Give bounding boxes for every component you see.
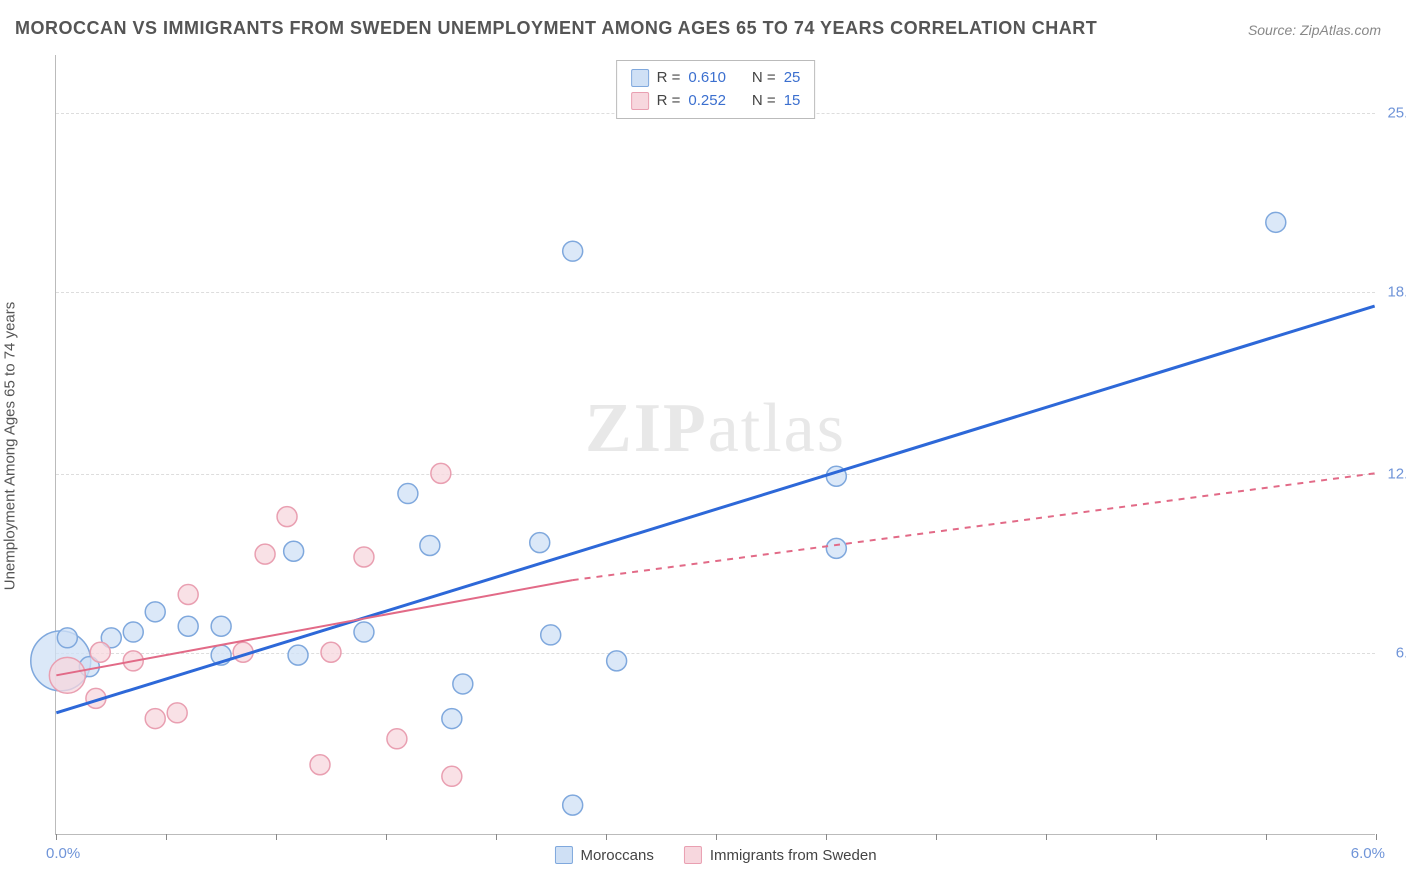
stats-legend-row: R = 0.252 N = 15 xyxy=(631,90,801,113)
stat-r-value: 0.610 xyxy=(688,67,726,90)
legend-swatch xyxy=(631,92,649,110)
x-tick-mark xyxy=(716,834,717,840)
data-point xyxy=(453,674,473,694)
data-point xyxy=(145,602,165,622)
data-point xyxy=(57,628,77,648)
x-axis-max-label: 6.0% xyxy=(1351,845,1385,862)
data-point xyxy=(541,625,561,645)
x-tick-mark xyxy=(1376,834,1377,840)
data-point xyxy=(321,642,341,662)
stat-n-value: 15 xyxy=(784,90,801,113)
series-name: Moroccans xyxy=(580,847,653,864)
x-tick-mark xyxy=(826,834,827,840)
x-axis-min-label: 0.0% xyxy=(46,845,80,862)
legend-swatch xyxy=(554,846,572,864)
stat-r-value: 0.252 xyxy=(688,90,726,113)
scatter-svg xyxy=(56,55,1375,834)
y-tick-label: 12.5% xyxy=(1387,465,1406,482)
y-tick-label: 6.3% xyxy=(1396,645,1406,662)
series-legend-item: Moroccans xyxy=(554,846,653,864)
series-legend-item: Immigrants from Sweden xyxy=(684,846,877,864)
data-point xyxy=(387,729,407,749)
x-tick-mark xyxy=(56,834,57,840)
stat-r-label: R = xyxy=(657,67,681,90)
stats-legend-row: R = 0.610 N = 25 xyxy=(631,67,801,90)
stat-n-value: 25 xyxy=(784,67,801,90)
data-point xyxy=(255,544,275,564)
source-attribution: Source: ZipAtlas.com xyxy=(1248,22,1381,38)
legend-swatch xyxy=(631,69,649,87)
x-tick-mark xyxy=(1046,834,1047,840)
x-tick-mark xyxy=(496,834,497,840)
data-point xyxy=(284,541,304,561)
series-name: Immigrants from Sweden xyxy=(710,847,877,864)
stat-n-label: N = xyxy=(752,90,776,113)
data-point xyxy=(431,463,451,483)
regression-line xyxy=(56,306,1374,713)
data-point xyxy=(563,241,583,261)
series-legend: Moroccans Immigrants from Sweden xyxy=(554,846,876,864)
x-tick-mark xyxy=(936,834,937,840)
y-tick-label: 25.0% xyxy=(1387,104,1406,121)
x-tick-mark xyxy=(1266,834,1267,840)
data-point xyxy=(530,533,550,553)
data-point xyxy=(167,703,187,723)
data-point xyxy=(178,616,198,636)
stats-legend: R = 0.610 N = 25 R = 0.252 N = 15 xyxy=(616,60,816,119)
data-point xyxy=(178,585,198,605)
data-point xyxy=(442,709,462,729)
data-point xyxy=(277,507,297,527)
data-point xyxy=(145,709,165,729)
stat-n-label: N = xyxy=(752,67,776,90)
data-point xyxy=(211,616,231,636)
data-point xyxy=(607,651,627,671)
data-point xyxy=(288,645,308,665)
x-tick-mark xyxy=(166,834,167,840)
x-tick-mark xyxy=(1156,834,1157,840)
chart-plot-area: ZIPatlas 6.3%12.5%18.8%25.0% R =0.610N =… xyxy=(55,55,1375,835)
data-point xyxy=(1266,212,1286,232)
data-point xyxy=(123,622,143,642)
y-axis-label: Unemployment Among Ages 65 to 74 years xyxy=(2,302,19,591)
data-point xyxy=(49,657,85,693)
data-point xyxy=(398,484,418,504)
data-point xyxy=(442,766,462,786)
chart-title: MOROCCAN VS IMMIGRANTS FROM SWEDEN UNEMP… xyxy=(15,18,1097,39)
data-point xyxy=(826,538,846,558)
y-tick-label: 18.8% xyxy=(1387,283,1406,300)
legend-swatch xyxy=(684,846,702,864)
x-tick-mark xyxy=(386,834,387,840)
data-point xyxy=(420,535,440,555)
data-point xyxy=(563,795,583,815)
data-point xyxy=(90,642,110,662)
data-point xyxy=(354,622,374,642)
x-tick-mark xyxy=(276,834,277,840)
x-tick-mark xyxy=(606,834,607,840)
data-point xyxy=(310,755,330,775)
data-point xyxy=(354,547,374,567)
regression-line-dashed xyxy=(573,473,1375,580)
stat-r-label: R = xyxy=(657,90,681,113)
